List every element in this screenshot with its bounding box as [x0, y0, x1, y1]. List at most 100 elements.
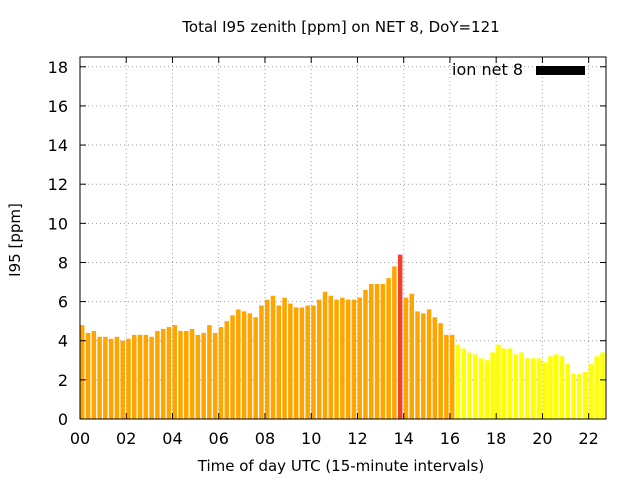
bar — [305, 305, 310, 419]
bar — [594, 356, 599, 419]
bar — [160, 328, 166, 419]
bar — [207, 325, 212, 419]
legend-label: ion net 8 — [452, 60, 523, 79]
x-tick-label: 02 — [116, 429, 136, 448]
bar — [149, 336, 154, 419]
bar — [484, 360, 490, 419]
bar — [403, 297, 409, 419]
bar — [513, 354, 519, 419]
bar — [490, 352, 495, 419]
bar — [363, 289, 368, 419]
bar — [380, 283, 386, 419]
bar — [571, 373, 576, 419]
bar — [415, 311, 420, 419]
bar — [501, 348, 507, 419]
x-tick-label: 00 — [70, 429, 90, 448]
bar — [553, 354, 559, 419]
bar — [253, 317, 258, 419]
bar — [155, 330, 160, 419]
bars — [80, 254, 605, 419]
y-tick-label: 0 — [58, 410, 68, 429]
bar — [444, 334, 449, 419]
bar — [195, 334, 201, 419]
bar — [369, 283, 374, 419]
bar — [328, 295, 334, 419]
bar — [91, 330, 97, 419]
bar — [588, 364, 594, 419]
bar — [132, 334, 137, 419]
bar — [467, 352, 472, 419]
bar — [421, 313, 426, 419]
grid — [80, 57, 606, 419]
y-tick-label: 18 — [48, 58, 68, 77]
x-tick-label: 10 — [301, 429, 321, 448]
bar — [184, 330, 189, 419]
bar — [103, 336, 108, 419]
y-tick-label: 12 — [48, 175, 68, 194]
bar — [496, 344, 501, 419]
bar — [542, 362, 547, 419]
bar — [536, 358, 542, 419]
x-tick-label: 08 — [255, 429, 275, 448]
bar — [316, 299, 322, 419]
bar — [293, 307, 299, 419]
bar — [426, 309, 432, 419]
x-tick-label: 14 — [394, 429, 414, 448]
bar — [351, 299, 357, 419]
x-tick-label: 22 — [578, 429, 598, 448]
bar — [449, 334, 455, 419]
x-tick-label: 20 — [532, 429, 552, 448]
x-tick-label: 04 — [162, 429, 182, 448]
bar — [525, 358, 530, 419]
bar — [80, 325, 85, 419]
bar — [409, 293, 414, 419]
bar — [311, 305, 316, 419]
y-tick-label: 2 — [58, 371, 68, 390]
bar — [247, 313, 253, 419]
bar — [582, 372, 588, 419]
bar — [276, 305, 282, 419]
bar — [126, 338, 131, 419]
bar — [288, 303, 293, 419]
bar — [340, 297, 345, 419]
bar — [577, 373, 582, 419]
bar — [85, 332, 91, 419]
y-tick-label: 6 — [58, 293, 68, 312]
bar — [559, 356, 565, 419]
bar — [519, 352, 524, 419]
bar — [473, 354, 478, 419]
bar — [461, 348, 467, 419]
bar — [201, 332, 206, 419]
y-tick-label: 8 — [58, 253, 68, 272]
y-axis-label: I95 [ppm] — [6, 203, 24, 277]
y-tick-label: 16 — [48, 97, 68, 116]
x-tick-label: 06 — [209, 429, 229, 448]
bar — [114, 336, 120, 419]
bar — [143, 334, 149, 419]
bar — [432, 317, 438, 419]
legend: ion net 8 — [452, 60, 585, 79]
bar — [178, 330, 183, 419]
bar — [212, 332, 218, 419]
bar — [264, 299, 270, 419]
bar — [299, 307, 305, 419]
bar — [236, 309, 241, 419]
legend-swatch — [536, 66, 585, 75]
plot-frame — [79, 56, 607, 420]
bar — [345, 299, 351, 419]
bar — [455, 344, 461, 419]
bar — [334, 299, 339, 419]
bar — [507, 348, 513, 419]
bar — [357, 297, 362, 419]
bar — [241, 311, 247, 419]
y-tick-label: 4 — [58, 332, 68, 351]
bar — [322, 291, 328, 419]
bar — [438, 323, 443, 419]
bar — [259, 305, 264, 419]
bar — [108, 338, 114, 419]
bar — [548, 356, 553, 419]
chart-title: Total I95 zenith [ppm] on NET 8, DoY=121 — [181, 18, 499, 36]
bar — [530, 358, 536, 419]
